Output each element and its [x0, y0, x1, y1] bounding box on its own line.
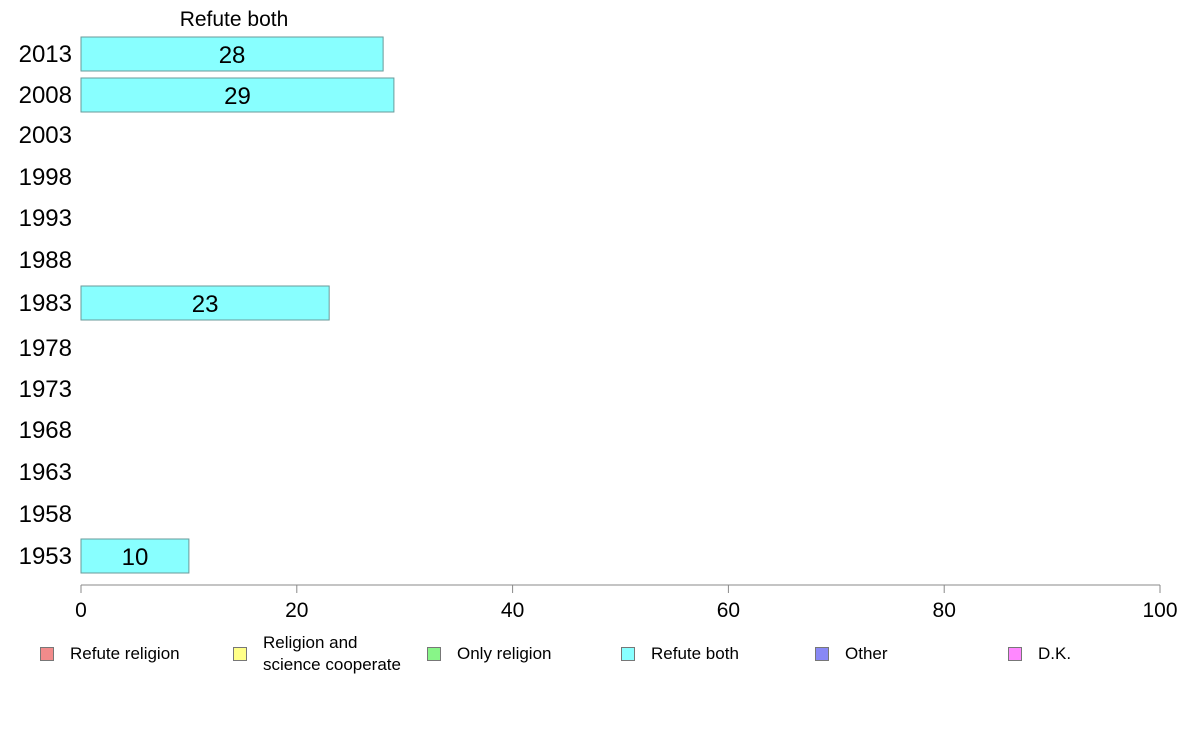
- bar-value-label: 29: [224, 83, 251, 110]
- x-tick-label: 40: [501, 599, 524, 622]
- legend-item: Refute both: [621, 643, 739, 665]
- x-tick-label: 0: [75, 599, 87, 622]
- legend-item: D.K.: [1008, 643, 1071, 665]
- x-tick-label: 60: [717, 599, 740, 622]
- legend-swatch: [427, 647, 441, 661]
- y-tick-label: 2008: [19, 82, 72, 109]
- legend-label: D.K.: [1038, 644, 1072, 663]
- y-tick-label: 1968: [19, 417, 72, 444]
- legend-label: Other: [845, 644, 888, 663]
- chart-title: Refute both: [180, 8, 289, 31]
- bars-group: 28 29 23 10: [80, 36, 395, 574]
- legend-swatch: [815, 647, 829, 661]
- bar: [80, 538, 190, 574]
- legend-item: Other: [815, 643, 888, 665]
- y-tick-label: 2013: [19, 41, 72, 68]
- legend-swatch: [621, 647, 635, 661]
- bar-value-label: 28: [219, 42, 246, 69]
- legend-item: Religion and science cooperate: [233, 632, 401, 676]
- bar: [80, 77, 395, 113]
- y-tick-label: 1978: [19, 335, 72, 362]
- y-tick-label: 1998: [19, 164, 72, 191]
- y-tick-label: 2003: [19, 122, 72, 149]
- legend-swatch: [1008, 647, 1022, 661]
- legend-item: Only religion: [427, 643, 552, 665]
- y-tick-label: 1973: [19, 376, 72, 403]
- y-tick-label: 1953: [19, 543, 72, 570]
- legend-swatch: [40, 647, 54, 661]
- legend-label: Refute both: [651, 644, 739, 663]
- y-tick-label: 1993: [19, 205, 72, 232]
- legend-label: Refute religion: [70, 644, 180, 663]
- y-tick-label: 1983: [19, 290, 72, 317]
- x-tick-label: 100: [1142, 599, 1177, 622]
- legend-swatch: [233, 647, 247, 661]
- x-tick-label: 20: [285, 599, 308, 622]
- y-tick-label: 1963: [19, 459, 72, 486]
- legend: Refute religion Religion and science coop…: [0, 632, 1188, 682]
- x-axis: 0 20 40 60 80 100: [75, 584, 1178, 622]
- legend-label: Religion and science cooperate: [263, 633, 401, 674]
- legend-label: Only religion: [457, 644, 552, 663]
- x-tick-label: 80: [933, 599, 956, 622]
- bar: [80, 36, 384, 72]
- y-tick-label: 1958: [19, 501, 72, 528]
- bar: [80, 285, 330, 321]
- y-tick-label: 1988: [19, 247, 72, 274]
- y-axis-labels: 2013 2008 2003 1998 1993 1988 1983 1978 1973 1968…: [19, 41, 72, 570]
- bar-value-label: 23: [192, 291, 219, 318]
- legend-item: Refute religion: [40, 643, 180, 665]
- bar-value-label: 10: [122, 544, 149, 571]
